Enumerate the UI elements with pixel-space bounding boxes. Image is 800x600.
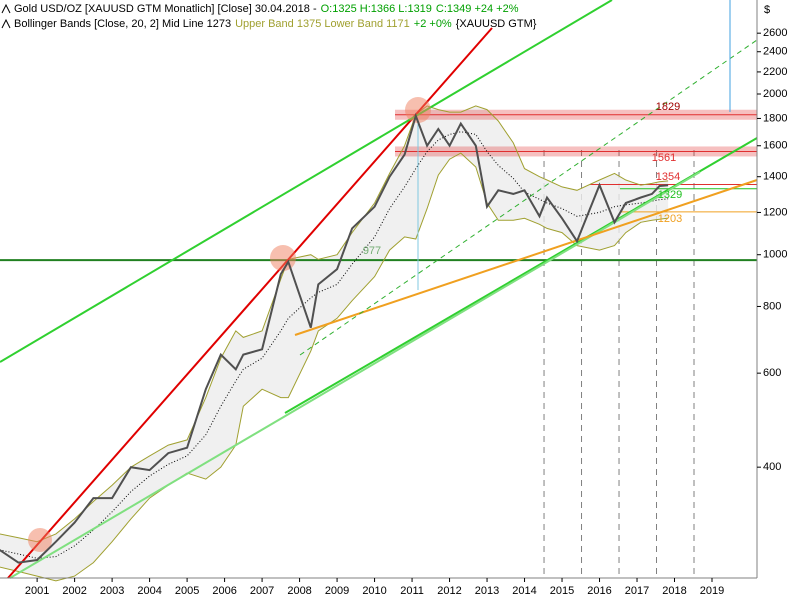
- level-label: 977: [363, 245, 381, 257]
- level-label: 1561: [652, 152, 676, 164]
- x-tick-label: 2010: [362, 585, 386, 597]
- y-tick-label: 1800: [763, 112, 787, 124]
- legend-line: Gold USD/OZ [XAUUSD GTM Monatlich] [Clos…: [14, 3, 519, 15]
- trend-line: [299, 39, 758, 356]
- y-tick-label: 800: [763, 300, 781, 312]
- y-tick-label: 1400: [763, 171, 787, 183]
- level-label: 1354: [656, 171, 680, 183]
- y-tick-label: 1000: [763, 249, 787, 261]
- x-tick-label: 2013: [475, 585, 499, 597]
- x-tick-label: 2002: [62, 585, 86, 597]
- x-tick-label: 2012: [437, 585, 461, 597]
- x-tick-label: 2015: [550, 585, 574, 597]
- legend-text: Gold USD/OZ [XAUUSD GTM Monatlich] [Clos…: [14, 3, 317, 15]
- legend-icon: [1, 3, 11, 14]
- band-fill: [0, 105, 669, 581]
- y-tick-label: 2000: [763, 88, 787, 100]
- y-axis-label: $: [764, 4, 770, 16]
- x-tick-label: 2008: [287, 585, 311, 597]
- y-tick-label: 400: [763, 461, 781, 473]
- x-tick-label: 2006: [212, 585, 236, 597]
- trend-line: [0, 0, 613, 363]
- band-line: [0, 131, 669, 559]
- legend-text: C:1349 +24 +2%: [436, 3, 519, 15]
- legend-text: {XAUUSD GTM}: [456, 18, 537, 30]
- band-line: [0, 152, 669, 582]
- x-tick-label: 2003: [100, 585, 124, 597]
- x-tick-label: 2001: [25, 585, 49, 597]
- legend-text: Upper Band 1375 Lower Band 1171: [235, 18, 410, 30]
- trend-line: [9, 171, 701, 579]
- x-tick-label: 2011: [400, 585, 424, 597]
- trend-lines: [0, 0, 758, 579]
- plot-overlay: [0, 112, 669, 564]
- x-tick-label: 2005: [175, 585, 199, 597]
- level-label: 1203: [658, 213, 682, 225]
- x-tick-label: 2004: [137, 585, 161, 597]
- plot-underlay: [0, 105, 757, 582]
- legend-icon: [1, 18, 11, 29]
- x-tick-label: 2018: [662, 585, 686, 597]
- legend-text: Bollinger Bands [Close, 20, 2] Mid Line …: [14, 18, 231, 30]
- legend-text: O:1325 H:1366 L:1319: [321, 3, 432, 15]
- legend-text: +2 +0%: [414, 18, 452, 30]
- x-tick-label: 2009: [325, 585, 349, 597]
- highlight-circle: [270, 245, 296, 271]
- y-tick-label: 600: [763, 367, 781, 379]
- highlight-circle: [405, 97, 431, 123]
- x-tick-label: 2017: [625, 585, 649, 597]
- x-tick-label: 2014: [512, 585, 536, 597]
- x-tick-label: 2019: [700, 585, 724, 597]
- x-tick-label: 2007: [250, 585, 274, 597]
- y-tick-label: 2600: [763, 27, 787, 39]
- y-tick-label: 2200: [763, 66, 787, 78]
- y-tick-label: 2400: [763, 46, 787, 58]
- price-line: [0, 112, 669, 564]
- legend-line: Bollinger Bands [Close, 20, 2] Mid Line …: [14, 18, 537, 30]
- trend-line: [294, 179, 758, 336]
- y-tick-label: 1200: [763, 206, 787, 218]
- x-tick-label: 2016: [587, 585, 611, 597]
- band-line: [0, 105, 669, 543]
- y-tick-label: 1600: [763, 140, 787, 152]
- level-label: 1829: [656, 101, 680, 113]
- highlight-circle: [28, 528, 52, 552]
- level-label: 1329: [658, 189, 682, 201]
